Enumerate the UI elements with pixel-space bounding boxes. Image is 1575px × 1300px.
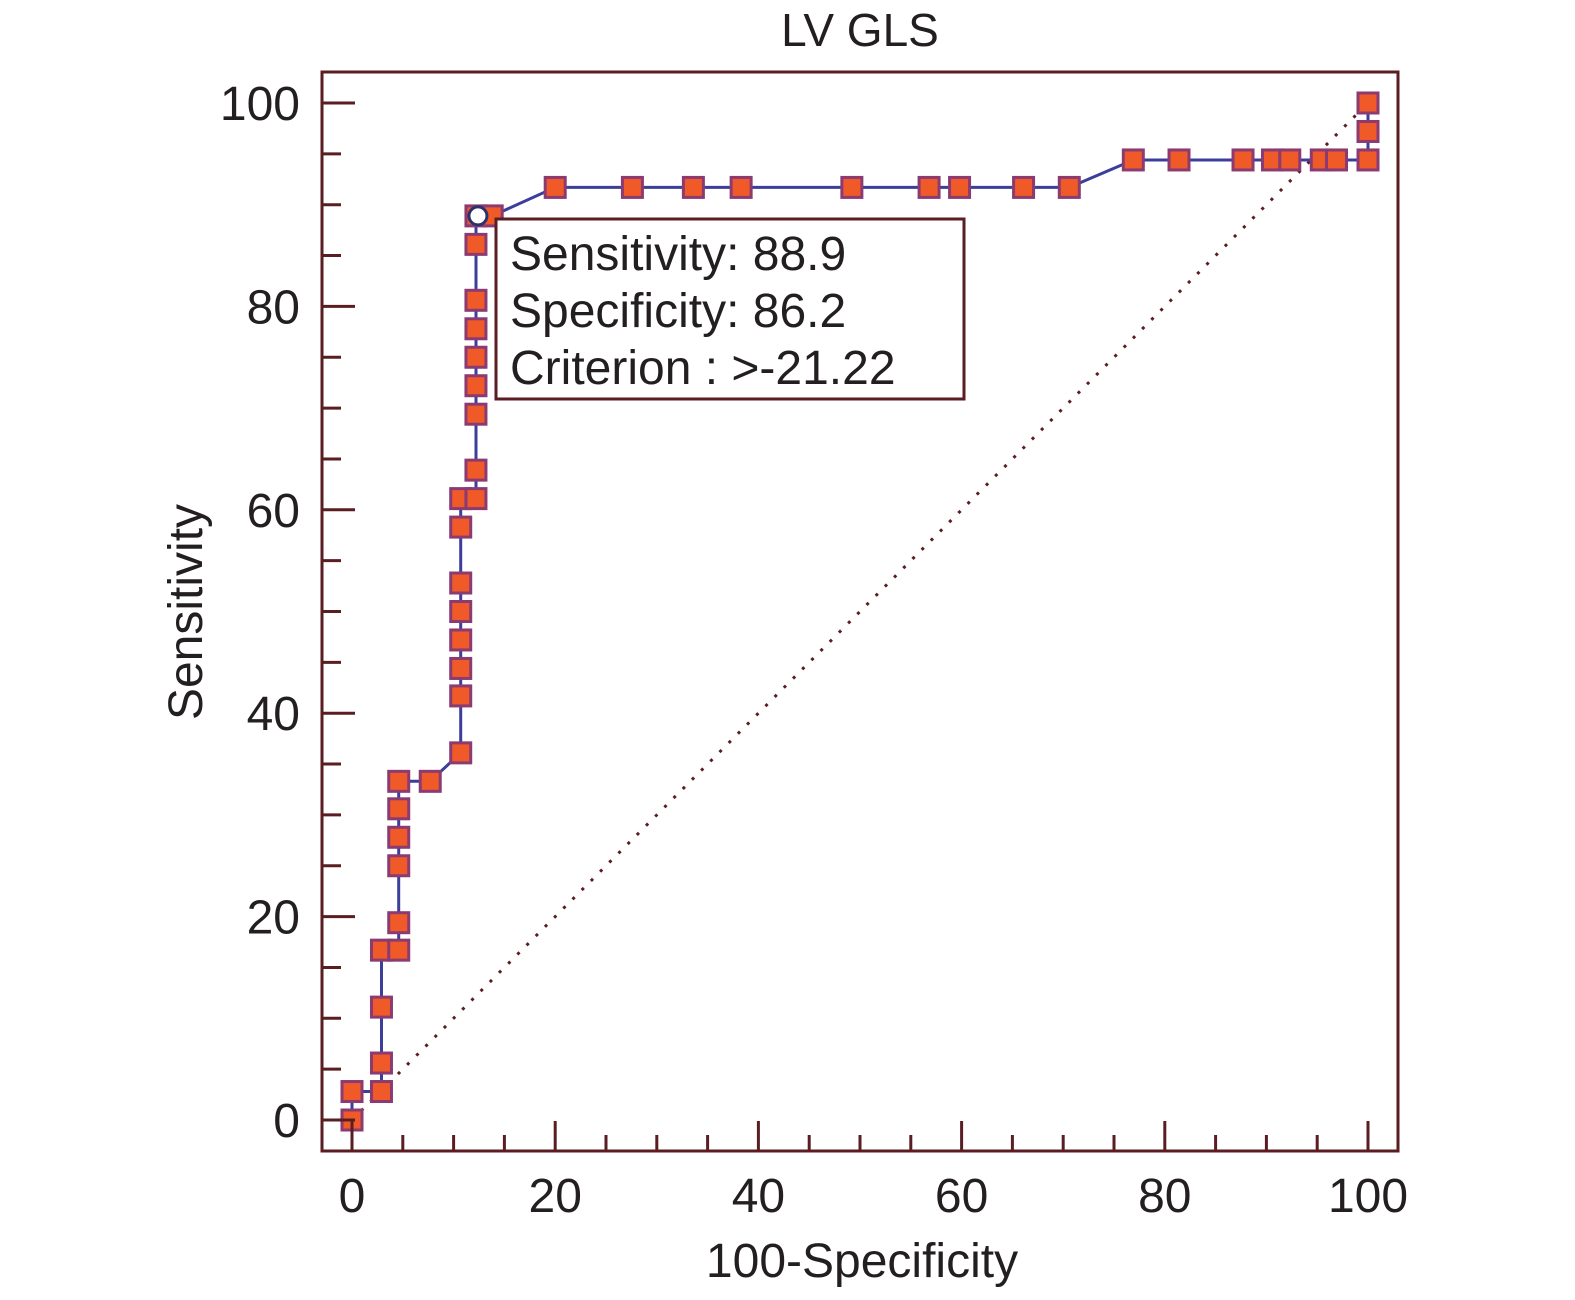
roc-point-marker: [729, 175, 753, 199]
y-axis-label: Sensitivity: [160, 504, 213, 720]
roc-point-marker: [464, 374, 488, 398]
roc-point-marker: [369, 995, 393, 1019]
x-tick-label: 60: [935, 1170, 988, 1223]
x-tick-label: 80: [1138, 1170, 1191, 1223]
roc-point-marker: [387, 825, 411, 849]
roc-point-marker: [1356, 148, 1380, 172]
roc-point-marker: [449, 600, 473, 623]
y-tick-label: 60: [247, 485, 300, 538]
roc-point-marker: [1012, 175, 1036, 199]
roc-point-marker: [449, 741, 473, 765]
roc-point-marker: [681, 175, 705, 199]
optimal-cutoff-point: [467, 205, 489, 227]
roc-point-marker: [340, 1080, 364, 1104]
roc-point-marker: [1278, 148, 1302, 172]
roc-point-marker: [387, 911, 411, 935]
annotation-line: Criterion : >-21.22: [510, 342, 896, 395]
x-tick-label: 40: [732, 1170, 785, 1223]
roc-point-marker: [464, 232, 488, 256]
annotation-line: Sensitivity: 88.9: [510, 228, 846, 281]
roc-point-marker: [1167, 148, 1191, 172]
y-tick-label: 0: [273, 1095, 300, 1148]
roc-point-marker: [464, 402, 488, 426]
roc-point-marker: [387, 854, 411, 878]
roc-point-marker: [464, 317, 488, 341]
roc-point-marker: [449, 628, 473, 652]
roc-point-marker: [449, 515, 473, 539]
annotation-box: [494, 217, 966, 401]
roc-point-marker: [387, 797, 411, 821]
roc-point-marker: [449, 571, 473, 595]
y-tick-label: 80: [247, 281, 300, 334]
roc-point-marker: [948, 175, 972, 199]
x-tick-label: 100: [1328, 1170, 1408, 1223]
roc-point-marker: [418, 769, 442, 793]
roc-point-marker: [464, 288, 488, 312]
chart-title: LV GLS: [781, 4, 939, 56]
x-axis-label: 100-Specificity: [706, 1235, 1018, 1288]
roc-point-marker: [620, 175, 644, 199]
x-tick-label: 20: [529, 1170, 582, 1223]
roc-point-marker: [543, 175, 567, 199]
x-tick-label: 0: [339, 1170, 366, 1223]
roc-point-marker: [387, 769, 411, 793]
roc-point-marker: [840, 175, 864, 199]
annotation-line: Specificity: 86.2: [510, 285, 846, 338]
roc-point-marker: [369, 1051, 393, 1075]
roc-point-marker: [917, 175, 941, 199]
roc-point-marker: [1325, 148, 1349, 172]
roc-point-marker: [449, 684, 473, 708]
y-tick-label: 100: [220, 78, 300, 131]
roc-point-marker: [449, 656, 473, 680]
roc-point-marker: [387, 938, 411, 962]
reference-diagonal-line: [350, 101, 1370, 1122]
roc-point-marker: [1356, 91, 1380, 115]
roc-point-marker: [464, 487, 488, 511]
roc-point-marker: [369, 1080, 393, 1104]
roc-point-marker: [1057, 175, 1081, 199]
roc-point-marker: [1231, 148, 1255, 172]
y-tick-label: 40: [247, 688, 300, 741]
roc-point-marker: [1356, 119, 1380, 143]
roc-point-marker: [464, 458, 488, 482]
roc-point-marker: [1121, 148, 1145, 172]
y-tick-label: 20: [247, 892, 300, 945]
roc-point-marker: [464, 345, 488, 369]
